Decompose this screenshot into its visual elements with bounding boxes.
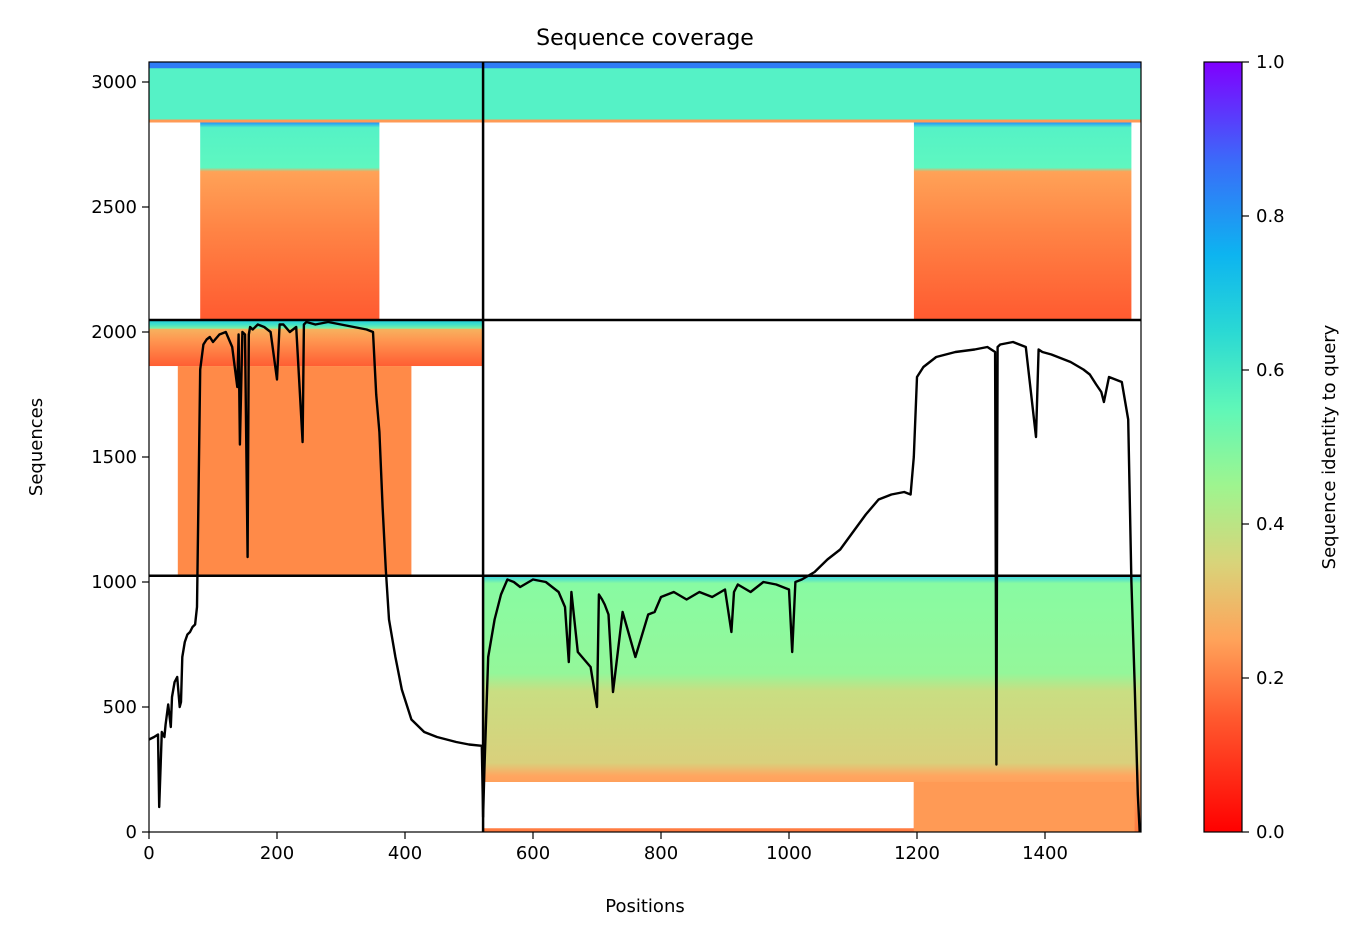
colorbar-tick-label: 0.8 [1256,206,1285,227]
x-tick-label: 0 [143,843,154,864]
colorbar-tick-label: 0.2 [1256,668,1285,689]
x-tick-label: 1400 [1022,843,1068,864]
x-tick-label: 400 [388,843,422,864]
y-tick-label: 1500 [91,447,137,468]
colorbar-tick-label: 1.0 [1256,52,1285,73]
y-tick-label: 1000 [91,572,137,593]
x-tick-label: 800 [644,843,678,864]
colorbar-tick-label: 0.6 [1256,360,1285,381]
y-tick-label: 500 [103,697,137,718]
heatmap-block-paired-top [149,62,1141,120]
x-tick-label: 600 [516,843,550,864]
y-tick-label: 2000 [91,322,137,343]
heatmap-block-paired-topedge [149,62,1141,69]
x-tick-label: 1000 [766,843,812,864]
heatmap-block-paired-left [200,119,380,320]
heatmap-block-chain1-top [149,320,484,367]
heatmap-block-chain1-body [177,366,412,576]
colorbar-ticks: 0.0 0.2 0.4 0.6 0.8 1.0 [1242,52,1285,843]
heatmap-block-chain2-gap [483,782,914,829]
y-axis-ticks: 0 500 1000 1500 2000 2500 3000 [91,72,149,843]
y-tick-label: 0 [126,822,137,843]
heatmap-block-chain2-tail [913,782,1135,832]
y-tick-label: 2500 [91,197,137,218]
y-tick-label: 3000 [91,72,137,93]
x-tick-label: 200 [260,843,294,864]
colorbar-tick-label: 0.0 [1256,822,1285,843]
x-axis-ticks: 0 200 400 600 800 1000 1200 1400 [143,832,1068,864]
x-axis-label: Positions [605,896,684,917]
colorbar [1203,61,1243,833]
heatmap-block-paired-right [913,119,1132,320]
coverage-heatmap [149,62,1141,832]
y-axis-label: Sequences [26,398,47,496]
x-tick-label: 1200 [894,843,940,864]
colorbar-tick-label: 0.4 [1256,514,1285,535]
chart-title: Sequence coverage [536,26,754,51]
block-boundaries [149,62,1141,832]
coverage-line [149,320,1141,832]
colorbar-label: Sequence identity to query [1319,324,1340,569]
heatmap-block-paired-rowstart [149,119,1141,123]
heatmap-block-paired-gap [483,122,914,320]
plot-frame [148,61,1142,833]
